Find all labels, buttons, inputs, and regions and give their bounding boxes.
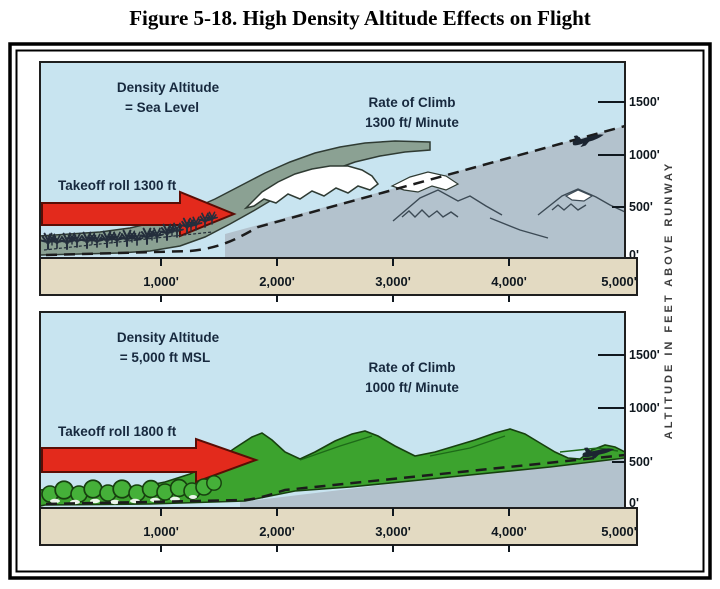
panel-sea-level: Density Altitude = Sea Level Rate of Cli…: [39, 61, 660, 302]
takeoff-roll-label: Takeoff roll 1800 ft: [58, 424, 177, 439]
outlined-peaks: [392, 188, 624, 239]
vertical-axis-label: ALTITUDE IN FEET ABOVE RUNWAY: [663, 161, 675, 440]
distant-terrain: [225, 126, 624, 257]
ytick-1000: 1000': [629, 401, 660, 415]
distance-scale: [39, 507, 638, 546]
altitude-ticks: [598, 101, 625, 208]
density-altitude-label: Density Altitude: [117, 330, 220, 345]
rate-of-climb-label: Rate of Climb: [368, 360, 455, 375]
snow-patch-mid: [390, 171, 460, 193]
rate-of-climb-value: 1300 ft/ Minute: [365, 115, 459, 130]
rate-of-climb-label: Rate of Climb: [368, 95, 455, 110]
snow-cap: [243, 165, 380, 210]
xtick-2000: 2,000': [259, 274, 295, 289]
figure-title: Figure 5-18. High Density Altitude Effec…: [129, 6, 591, 30]
xtick-1000: 1,000': [143, 524, 179, 539]
snow-patch-far: [564, 189, 594, 202]
ytick-0: 0': [629, 496, 639, 510]
takeoff-roll-label: Takeoff roll 1300 ft: [58, 178, 177, 193]
rate-of-climb-value: 1000 ft/ Minute: [365, 380, 459, 395]
xtick-4000: 4,000': [491, 274, 527, 289]
climb-path: [45, 453, 624, 506]
ytick-500: 500': [629, 200, 653, 214]
density-altitude-label: Density Altitude: [117, 80, 220, 95]
xtick-5000: 5,000': [601, 524, 637, 539]
density-altitude-value: = Sea Level: [125, 100, 199, 115]
ytick-1000: 1000': [629, 148, 660, 162]
density-altitude-value: = 5,000 ft MSL: [120, 350, 210, 365]
climb-path: [45, 124, 624, 257]
altitude-ticks: [598, 354, 625, 463]
distance-tick-marks: [160, 508, 510, 552]
ytick-500: 500': [629, 455, 653, 469]
ytick-0: 0': [629, 248, 639, 262]
takeoff-roll-arrow: [41, 437, 259, 484]
bare-trees: [41, 211, 218, 251]
panel-5000-msl: Density Altitude = 5,000 ft MSL Rate of …: [39, 311, 660, 552]
xtick-1000: 1,000': [143, 274, 179, 289]
xtick-2000: 2,000': [259, 524, 295, 539]
xtick-3000: 3,000': [375, 274, 411, 289]
distance-scale: [39, 257, 638, 296]
xtick-4000: 4,000': [491, 524, 527, 539]
xtick-5000: 5,000': [601, 274, 637, 289]
ytick-1500: 1500': [629, 95, 660, 109]
xtick-3000: 3,000': [375, 524, 411, 539]
distance-tick-marks: [160, 258, 510, 302]
ytick-1500: 1500': [629, 348, 660, 362]
